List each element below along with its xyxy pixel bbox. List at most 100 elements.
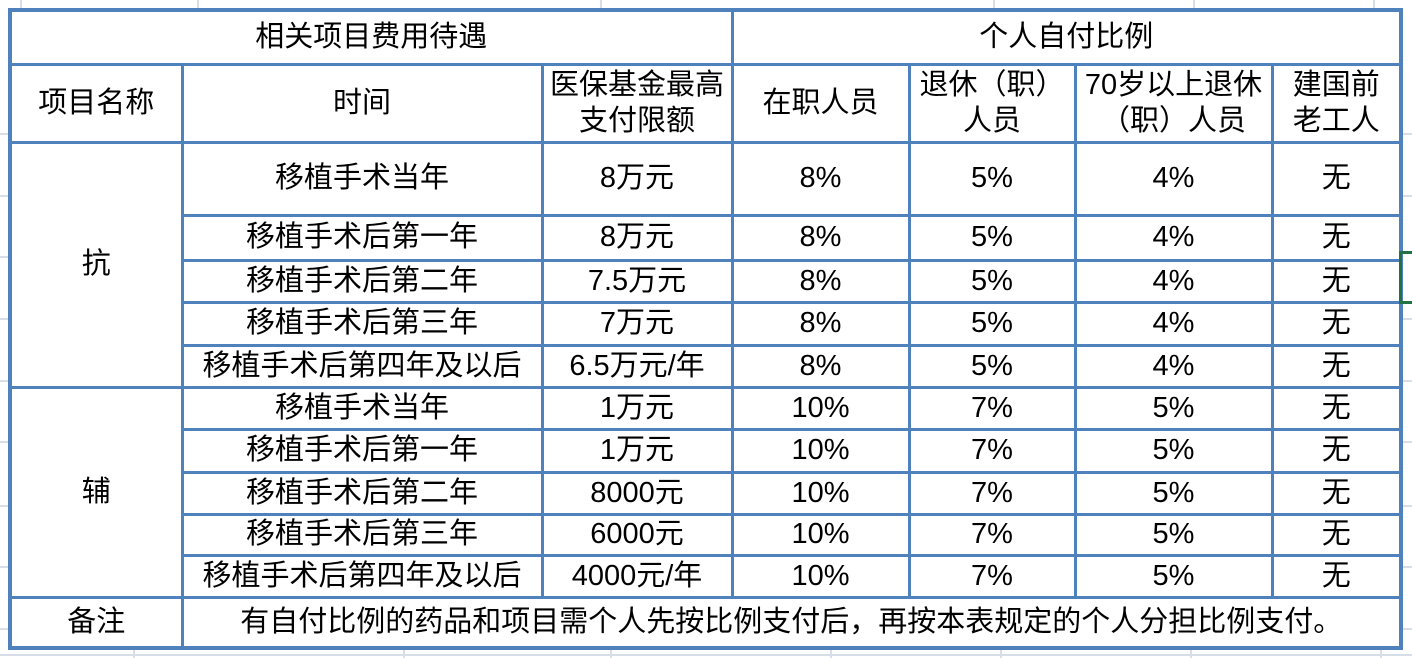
cell-active[interactable]: 10% <box>730 427 911 474</box>
sheet-gridline <box>0 628 8 630</box>
cell-prefounding[interactable]: 无 <box>1270 213 1403 262</box>
cell-retired[interactable]: 7% <box>907 385 1077 431</box>
cell-time[interactable]: 移植手术后第三年 <box>180 512 544 557</box>
cell-retired[interactable]: 7% <box>907 427 1077 474</box>
cell-prefounding[interactable]: 无 <box>1270 140 1403 217</box>
cell-time[interactable]: 移植手术后第四年及以后 <box>180 343 544 389</box>
col-header-retired-over-70[interactable]: 70岁以上退休 （职）人员 <box>1073 62 1274 144</box>
cell-limit[interactable]: 7.5万元 <box>540 258 734 304</box>
cell-retired70[interactable]: 4% <box>1073 343 1274 389</box>
cell-prefounding[interactable]: 无 <box>1270 343 1403 389</box>
benefits-table: 相关项目费用待遇 个人自付比例 项目名称 时间 医保基金最高 支付限额 在职人员… <box>8 8 1404 650</box>
cell-retired[interactable]: 7% <box>907 512 1077 557</box>
cell-time[interactable]: 移植手术后第四年及以后 <box>180 553 544 599</box>
sheet-gridline <box>1400 441 1412 443</box>
cell-prefounding[interactable]: 无 <box>1270 385 1403 431</box>
sheet-gridline <box>0 441 8 443</box>
sheet-gridline <box>1400 628 1412 630</box>
selected-cell-outline <box>1399 251 1412 304</box>
cell-prefounding[interactable]: 无 <box>1270 427 1403 474</box>
cell-time[interactable]: 移植手术后第一年 <box>180 427 544 474</box>
sheet-gridline <box>600 0 602 8</box>
sheet-gridline <box>0 256 8 258</box>
cell-retired[interactable]: 5% <box>907 140 1077 217</box>
cell-active[interactable]: 10% <box>730 470 911 516</box>
cell-prefounding[interactable]: 无 <box>1270 512 1403 557</box>
cell-limit[interactable]: 1万元 <box>540 427 734 474</box>
sheet-gridline <box>0 654 1412 656</box>
cell-retired[interactable]: 7% <box>907 553 1077 599</box>
cell-retired[interactable]: 5% <box>907 300 1077 347</box>
cell-limit[interactable]: 6.5万元/年 <box>540 343 734 389</box>
cell-active[interactable]: 10% <box>730 385 911 431</box>
col-header-fund-max-limit[interactable]: 医保基金最高 支付限额 <box>540 62 734 144</box>
cell-retired[interactable]: 5% <box>907 213 1077 262</box>
cell-retired70[interactable]: 4% <box>1073 258 1274 304</box>
col-header-time[interactable]: 时间 <box>180 62 544 144</box>
cell-retired70[interactable]: 5% <box>1073 553 1274 599</box>
cell-time[interactable]: 移植手术当年 <box>180 140 544 217</box>
cell-time[interactable]: 移植手术后第三年 <box>180 300 544 347</box>
sheet-gridline <box>1373 0 1375 8</box>
cell-retired70[interactable]: 5% <box>1073 512 1274 557</box>
cell-active[interactable]: 8% <box>730 343 911 389</box>
cell-limit[interactable]: 7万元 <box>540 300 734 347</box>
group-cell-fu[interactable]: 辅 <box>8 385 184 599</box>
header-personal-copay-ratio[interactable]: 个人自付比例 <box>730 8 1403 66</box>
cell-retired70[interactable]: 4% <box>1073 140 1274 217</box>
cell-retired[interactable]: 5% <box>907 343 1077 389</box>
sheet-gridline <box>0 318 8 320</box>
cell-active[interactable]: 10% <box>730 553 911 599</box>
cell-active[interactable]: 8% <box>730 258 911 304</box>
cell-time[interactable]: 移植手术当年 <box>180 385 544 431</box>
cell-prefounding[interactable]: 无 <box>1270 258 1403 304</box>
sheet-gridline <box>0 566 8 568</box>
cell-prefounding[interactable]: 无 <box>1270 553 1403 599</box>
col-header-active-employees[interactable]: 在职人员 <box>730 62 911 144</box>
sheet-gridline <box>0 505 8 507</box>
sheet-gridline <box>0 380 8 382</box>
cell-limit[interactable]: 8000元 <box>540 470 734 516</box>
sheet-gridline <box>1400 505 1412 507</box>
header-project-benefits[interactable]: 相关项目费用待遇 <box>8 8 734 66</box>
cell-limit[interactable]: 4000元/年 <box>540 553 734 599</box>
cell-retired[interactable]: 7% <box>907 470 1077 516</box>
cell-retired70[interactable]: 5% <box>1073 470 1274 516</box>
remark-label-cell[interactable]: 备注 <box>8 595 184 650</box>
group-cell-kang[interactable]: 抗 <box>8 140 184 389</box>
col-header-retired[interactable]: 退休（职） 人员 <box>907 62 1077 144</box>
sheet-gridline <box>993 0 995 8</box>
col-header-pre-founding-workers[interactable]: 建国前 老工人 <box>1270 62 1403 144</box>
cell-time[interactable]: 移植手术后第二年 <box>180 258 544 304</box>
cell-active[interactable]: 8% <box>730 140 911 217</box>
cell-limit[interactable]: 1万元 <box>540 385 734 431</box>
col-header-project-name[interactable]: 项目名称 <box>8 62 184 144</box>
cell-prefounding[interactable]: 无 <box>1270 300 1403 347</box>
cell-limit[interactable]: 8万元 <box>540 213 734 262</box>
cell-active[interactable]: 8% <box>730 213 911 262</box>
remark-text-cell[interactable]: 有自付比例的药品和项目需个人先按比例支付后，再按本表规定的个人分担比例支付。 <box>180 595 1403 650</box>
cell-retired[interactable]: 5% <box>907 258 1077 304</box>
sheet-gridline <box>197 0 199 8</box>
sheet-gridline <box>1400 133 1412 135</box>
cell-time[interactable]: 移植手术后第一年 <box>180 213 544 262</box>
sheet-gridline <box>1400 566 1412 568</box>
cell-retired70[interactable]: 5% <box>1073 385 1274 431</box>
sheet-gridline <box>20 0 22 8</box>
sheet-gridline <box>1400 318 1412 320</box>
cell-time[interactable]: 移植手术后第二年 <box>180 470 544 516</box>
cell-limit[interactable]: 6000元 <box>540 512 734 557</box>
cell-retired70[interactable]: 5% <box>1073 427 1274 474</box>
sheet-gridline <box>1400 380 1412 382</box>
cell-retired70[interactable]: 4% <box>1073 300 1274 347</box>
cell-limit[interactable]: 8万元 <box>540 140 734 217</box>
sheet-gridline <box>0 195 8 197</box>
sheet-gridline <box>1193 0 1195 8</box>
cell-active[interactable]: 10% <box>730 512 911 557</box>
cell-prefounding[interactable]: 无 <box>1270 470 1403 516</box>
sheet-gridline <box>0 133 8 135</box>
cell-active[interactable]: 8% <box>730 300 911 347</box>
sheet-gridline <box>1400 195 1412 197</box>
cell-retired70[interactable]: 4% <box>1073 213 1274 262</box>
